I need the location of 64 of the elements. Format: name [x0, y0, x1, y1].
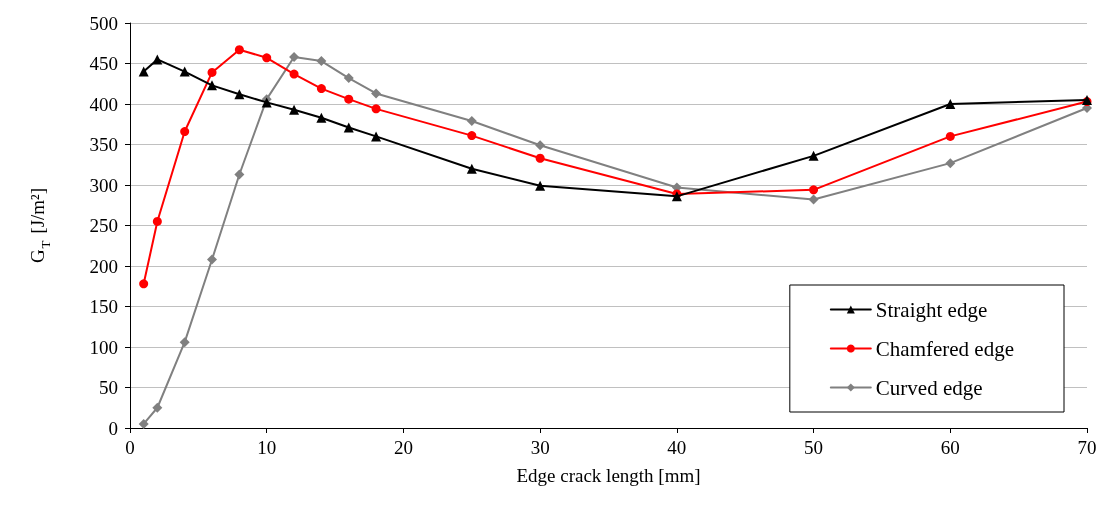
point — [234, 89, 245, 100]
point — [316, 112, 327, 123]
point — [207, 67, 217, 77]
point — [343, 73, 354, 84]
y-tick-label: 350 — [89, 134, 118, 155]
y-tick-label: 500 — [89, 12, 118, 34]
x-tick-label: 50 — [804, 437, 824, 458]
y-tick-label: 400 — [89, 93, 118, 115]
point — [371, 88, 382, 99]
x-tick-label: 0 — [125, 437, 135, 458]
point — [466, 163, 477, 174]
point — [138, 418, 149, 429]
point — [138, 66, 149, 77]
point — [152, 216, 162, 226]
y-tick-label: 150 — [89, 296, 118, 317]
point — [371, 131, 382, 142]
point — [207, 254, 218, 265]
point — [371, 104, 381, 114]
legend-label: Straight edge — [875, 297, 988, 322]
point — [467, 131, 477, 141]
point — [316, 84, 326, 94]
y-tick-label: 0 — [108, 417, 118, 439]
point — [179, 337, 190, 348]
x-tick-label: 10 — [257, 437, 277, 458]
point — [262, 53, 272, 63]
point — [945, 99, 956, 109]
point — [152, 402, 163, 413]
point — [945, 158, 956, 169]
point — [180, 127, 190, 137]
point — [344, 94, 354, 104]
point — [179, 66, 190, 77]
y-tick-label: 50 — [99, 377, 118, 398]
point — [152, 54, 163, 65]
x-axis-title: Edge crack length [mm] — [516, 465, 701, 486]
y-tick-label: 100 — [89, 336, 118, 358]
point — [139, 279, 149, 289]
point — [343, 122, 354, 133]
legend-label: Chamfered edge — [875, 336, 1015, 361]
y-tick-label: 200 — [89, 255, 118, 277]
x-tick-label: 30 — [530, 437, 550, 458]
point — [535, 140, 546, 151]
x-tick-label: 70 — [1077, 437, 1097, 458]
point — [808, 150, 819, 161]
x-tick-label: 40 — [667, 437, 687, 458]
y-axis-title: GT [J/m²] — [26, 187, 53, 264]
point — [289, 52, 300, 63]
point — [316, 56, 327, 67]
x-tick-label: 20 — [393, 437, 413, 458]
point — [535, 153, 545, 163]
point — [289, 69, 299, 79]
point — [207, 80, 218, 91]
point — [234, 169, 245, 180]
point — [808, 194, 819, 205]
point — [466, 116, 477, 127]
y-tick-label: 250 — [89, 215, 118, 236]
y-tick-label: 300 — [89, 174, 118, 196]
legend-label: Curved edge — [875, 375, 983, 400]
point — [234, 45, 244, 55]
point — [809, 185, 819, 195]
point — [535, 180, 546, 191]
point — [945, 131, 955, 141]
y-tick-label: 450 — [89, 53, 118, 74]
x-tick-label: 60 — [940, 437, 960, 458]
point — [289, 104, 300, 115]
